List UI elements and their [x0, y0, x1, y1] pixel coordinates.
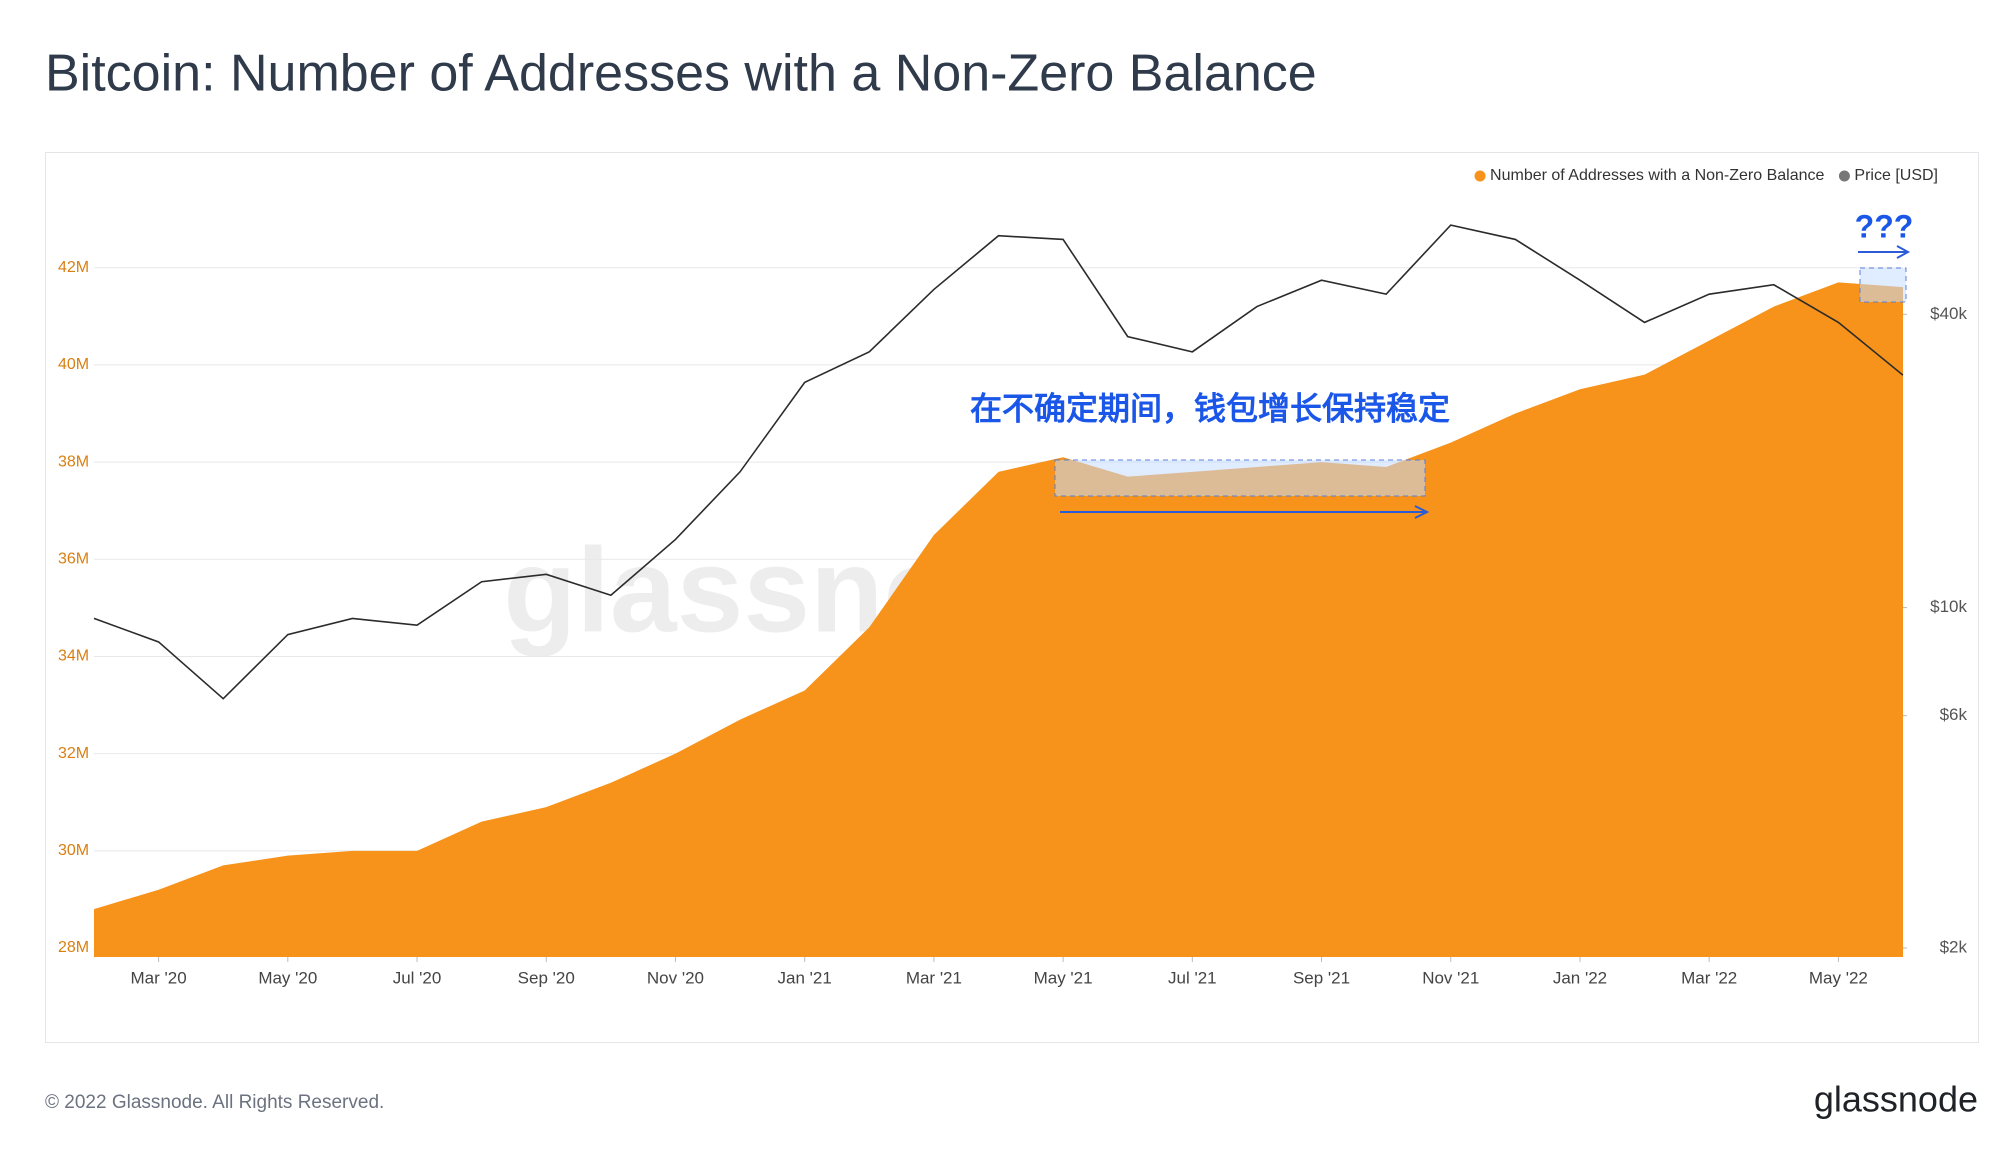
x-tick-label: Sep '20	[518, 968, 575, 987]
x-tick-label: Jul '20	[393, 968, 442, 987]
legend-label: Number of Addresses with a Non-Zero Bala…	[1490, 167, 1824, 184]
x-tick-label: Sep '21	[1293, 968, 1350, 987]
x-tick-label: May '21	[1034, 968, 1093, 987]
highlight-box	[1859, 267, 1907, 303]
legend-swatch	[1838, 170, 1850, 182]
annotation-box	[1054, 245, 1911, 519]
price-line	[93, 224, 1904, 700]
y2-tick-label: $10k	[1930, 597, 1967, 616]
plot: 28M 30M 32M 34M 36M 38M 40M 42M $2k $6k $10k $40k Ma…	[58, 224, 1968, 987]
legend-label: Price [USD]	[1854, 167, 1938, 184]
y-tick-label: 34M	[58, 648, 89, 665]
y2-tick-label: $6k	[1940, 705, 1968, 724]
area	[94, 282, 1903, 957]
logo: glassnode	[1814, 1079, 1978, 1120]
y-tick-label: 28M	[58, 939, 89, 956]
chart-frame	[45, 152, 1979, 1043]
x-tick-label: May '22	[1809, 968, 1868, 987]
x-tick-label: Mar '22	[1681, 968, 1737, 987]
y2-tick-label: $40k	[1930, 304, 1967, 323]
footer: © 2022 Glassnode. All Rights Reserved.	[45, 1092, 384, 1113]
x-tick-label: Jan '21	[778, 968, 832, 987]
x-tick-label: Nov '20	[647, 968, 704, 987]
chart-title: Bitcoin: Number of Addresses with a Non-…	[45, 45, 1317, 103]
legend-swatch	[1474, 170, 1486, 182]
y-tick-label: 38M	[58, 453, 89, 470]
y-tick-label: 30M	[58, 842, 89, 859]
legend: Price [USD] Number of Addresses with a No…	[1474, 167, 1938, 184]
y2-tick-label: $2k	[1940, 937, 1968, 956]
arrow-head	[1414, 505, 1430, 519]
y-tick-label: 42M	[58, 259, 89, 276]
x-tick-label: Mar '20	[131, 968, 187, 987]
x-tick-label: May '20	[258, 968, 317, 987]
x-tick-label: Jul '21	[1168, 968, 1217, 987]
x-tick-label: Nov '21	[1422, 968, 1479, 987]
annotation: ???	[1855, 208, 1914, 244]
x-tick-label: Jan '22	[1553, 968, 1607, 987]
highlight-box	[1054, 459, 1426, 497]
x-tick-label: Mar '21	[906, 968, 962, 987]
y-tick-label: 36M	[58, 551, 89, 568]
arrow-head	[1896, 245, 1911, 259]
y-tick-label: 32M	[58, 745, 89, 762]
annotation: 在不确定期间，钱包增长保持稳定	[970, 390, 1450, 426]
y-tick-label: 40M	[58, 356, 89, 373]
